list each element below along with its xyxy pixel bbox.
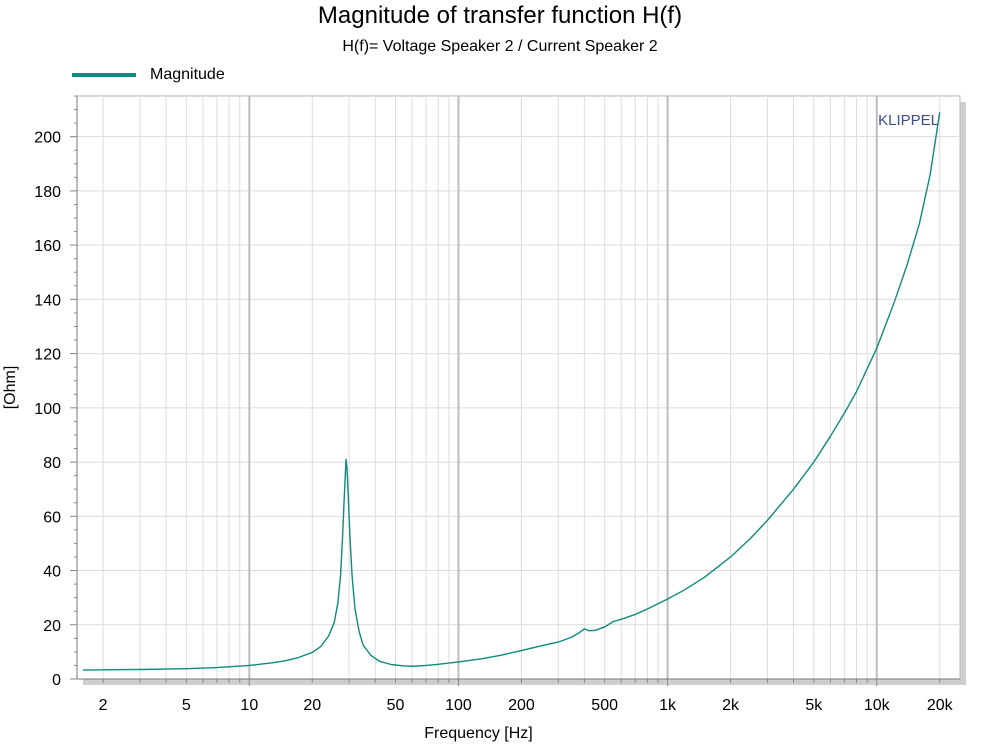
grid-minor: [77, 96, 960, 680]
y-tick-label: 120: [34, 347, 61, 364]
series-line-magnitude: [82, 112, 941, 671]
y-tick-label: 100: [34, 401, 61, 418]
x-tick-label: 20: [303, 697, 321, 714]
x-tick-label: 5k: [805, 697, 823, 714]
x-tick-label: 2k: [722, 697, 740, 714]
x-tick-label: 2: [99, 697, 108, 714]
x-tick-label: 10k: [864, 697, 891, 714]
y-tick-labels: 0 20 40 60 80 100 120 140 160 180 200: [34, 130, 61, 689]
x-axis-label: Frequency [Hz]: [424, 725, 532, 742]
plot-area: [76, 95, 961, 680]
x-tick-labels: 2 5 10 20 50 100 200 500 1k 2k 5k 10k 20k: [99, 697, 954, 714]
y-tick-label: 200: [34, 130, 61, 147]
chart-subtitle: H(f)= Voltage Speaker 2 / Current Speake…: [342, 38, 658, 55]
y-tick-label: 20: [43, 618, 61, 635]
x-tick-label: 100: [445, 697, 472, 714]
x-tick-label: 200: [508, 697, 535, 714]
x-tick-label: 500: [591, 697, 618, 714]
x-tick-label: 10: [240, 697, 258, 714]
series-layer: [82, 112, 941, 671]
x-tick-label: 5: [182, 697, 191, 714]
y-tick-label: 60: [43, 509, 61, 526]
brand-watermark: KLIPPEL: [878, 112, 939, 129]
x-tick-label: 50: [387, 697, 405, 714]
y-tick-label: 180: [34, 184, 61, 201]
y-tick-label: 40: [43, 564, 61, 581]
y-axis-label: [Ohm]: [2, 366, 19, 410]
chart-title: Magnitude of transfer function H(f): [317, 2, 683, 29]
x-tick-label: 20k: [927, 697, 954, 714]
legend-swatch: [72, 73, 136, 77]
x-tick-label: 1k: [659, 697, 677, 714]
legend-label: Magnitude: [150, 66, 225, 83]
y-tick-label: 160: [34, 238, 61, 255]
y-tick-label: 80: [43, 455, 61, 472]
y-tick-label: 140: [34, 292, 61, 309]
y-tick-label: 0: [52, 672, 61, 689]
grid-major: [248, 96, 878, 679]
legend: Magnitude: [72, 64, 225, 86]
